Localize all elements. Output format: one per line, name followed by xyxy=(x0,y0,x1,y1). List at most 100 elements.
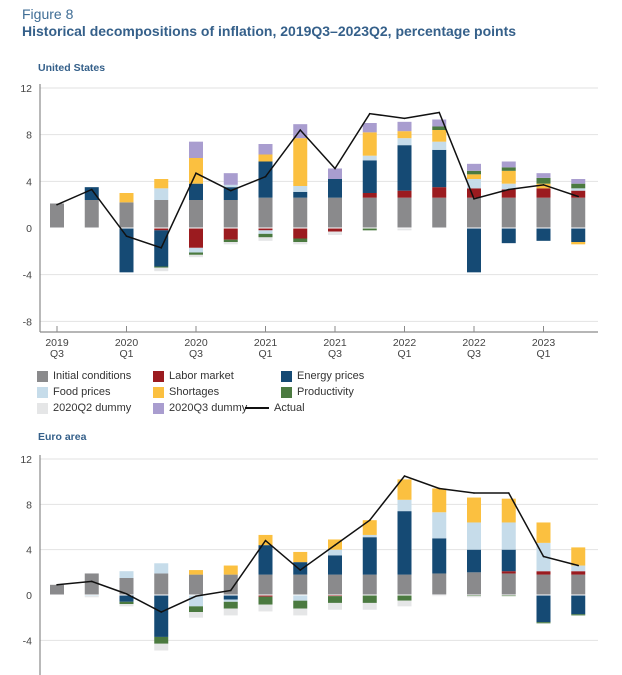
euro-actual-point xyxy=(90,580,93,583)
us-bar-productivity xyxy=(432,126,447,130)
us-bar-energy xyxy=(467,228,481,273)
us-x-tick-year: 2019 xyxy=(45,337,69,349)
us-bar-labor xyxy=(362,193,377,198)
legend-item-q3dummy: 2020Q3 dummy xyxy=(153,402,247,414)
euro-bar-labor xyxy=(536,571,551,575)
euro-actual-point xyxy=(195,595,197,597)
euro-bar-food xyxy=(223,599,238,602)
us-actual-point xyxy=(125,235,128,237)
us-bar-q3dummy xyxy=(571,179,586,184)
legend-label: Labor market xyxy=(169,370,234,382)
us-bar-energy xyxy=(501,228,516,244)
us-bar-shortages xyxy=(432,130,447,142)
us-bar-q3dummy xyxy=(189,141,203,158)
euro-bar-labor xyxy=(571,571,586,575)
us-x-tick-year: 2022 xyxy=(462,337,486,349)
euro-bar-food xyxy=(328,549,342,556)
us-bar-initial xyxy=(328,197,342,228)
legend-swatch xyxy=(37,402,48,414)
us-bar-productivity xyxy=(501,167,516,171)
euro-bar-initial xyxy=(84,573,99,595)
euro-bar-energy xyxy=(258,545,273,575)
euro-bar-food xyxy=(467,522,481,550)
legend-swatch xyxy=(281,386,292,398)
euro-bar-productivity xyxy=(571,614,586,616)
us-bar-q3dummy xyxy=(362,123,377,133)
us-x-tick-year: 2020 xyxy=(115,337,139,349)
us-actual-point xyxy=(195,172,197,174)
us-bar-food xyxy=(467,179,481,189)
us-bar-q2dummy xyxy=(223,242,238,245)
euro-bar-energy xyxy=(467,549,481,573)
us-bar-energy xyxy=(536,228,551,241)
us-bar-shortages xyxy=(571,242,586,245)
us-bar-initial xyxy=(432,197,447,228)
us-bar-productivity xyxy=(223,239,238,242)
euro-actual-point xyxy=(507,492,510,494)
us-bar-productivity xyxy=(362,228,377,231)
us-y-tick-label: -8 xyxy=(23,316,32,328)
euro-bar-energy xyxy=(397,511,412,575)
euro-bar-initial xyxy=(536,574,551,595)
euro-bar-shortages xyxy=(293,551,308,563)
legend-item-q2dummy: 2020Q2 dummy xyxy=(37,402,131,414)
us-bar-initial xyxy=(84,200,99,228)
euro-bar-energy xyxy=(571,595,586,615)
euro-bar-q2dummy xyxy=(432,595,447,597)
legend-swatch xyxy=(153,386,164,398)
legend-line xyxy=(245,407,269,409)
us-bar-energy xyxy=(397,145,412,191)
legend-label: 2020Q2 dummy xyxy=(53,402,132,414)
us-bar-q3dummy xyxy=(223,173,238,185)
euro-actual-point xyxy=(299,569,302,571)
us-bar-energy xyxy=(223,187,238,200)
us-bar-productivity xyxy=(154,266,169,268)
euro-bar-initial xyxy=(258,574,273,595)
euro-bar-initial xyxy=(119,578,134,595)
us-bar-food xyxy=(501,183,516,190)
euro-bar-q2dummy xyxy=(328,602,342,610)
euro-bar-labor xyxy=(258,595,273,597)
figure-label: Figure 8 xyxy=(22,6,74,22)
euro-actual-point xyxy=(334,544,336,546)
legend-swatch xyxy=(37,370,48,382)
euro-bar-productivity xyxy=(397,595,412,601)
legend-label: Actual xyxy=(274,402,305,414)
euro-actual-point xyxy=(125,593,128,595)
euro-bar-food xyxy=(84,595,99,597)
euro-y-tick-label: 0 xyxy=(26,590,32,602)
legend-label: Food prices xyxy=(53,386,111,398)
us-bar-q3dummy xyxy=(536,173,551,178)
us-actual-point xyxy=(229,189,232,192)
euro-y-tick-label: 8 xyxy=(26,499,32,511)
legend-label: Shortages xyxy=(169,386,220,398)
us-x-tick-year: 2022 xyxy=(393,337,417,349)
us-bar-q2dummy xyxy=(189,254,203,258)
euro-bar-food xyxy=(432,512,447,539)
legend-swatch xyxy=(153,370,164,382)
us-bar-food xyxy=(362,155,377,161)
us-bar-food xyxy=(189,247,203,253)
euro-bar-initial xyxy=(501,573,516,595)
us-bar-productivity xyxy=(536,177,551,184)
us-bar-q2dummy xyxy=(154,267,169,272)
legend-item-labor: Labor market xyxy=(153,370,234,382)
us-actual-point xyxy=(577,195,580,198)
us-actual-point xyxy=(438,111,441,114)
euro-bar-food xyxy=(362,534,377,538)
us-bar-energy xyxy=(432,149,447,188)
us-x-tick-quarter: Q3 xyxy=(50,348,64,360)
us-bar-food xyxy=(154,188,169,200)
us-bar-labor xyxy=(154,228,169,231)
euro-bar-shortages xyxy=(362,520,377,535)
us-actual-point xyxy=(160,247,163,249)
us-bar-labor xyxy=(501,189,516,198)
legend-item-actual: Actual xyxy=(245,402,305,414)
us-bar-initial xyxy=(501,197,516,228)
us-x-tick-year: 2021 xyxy=(323,337,347,349)
us-y-tick-label: 0 xyxy=(26,223,32,235)
us-bar-energy xyxy=(293,191,308,198)
euro-actual-point xyxy=(264,539,267,542)
euro-actual-point xyxy=(368,519,371,521)
euro-bar-food xyxy=(293,595,308,601)
